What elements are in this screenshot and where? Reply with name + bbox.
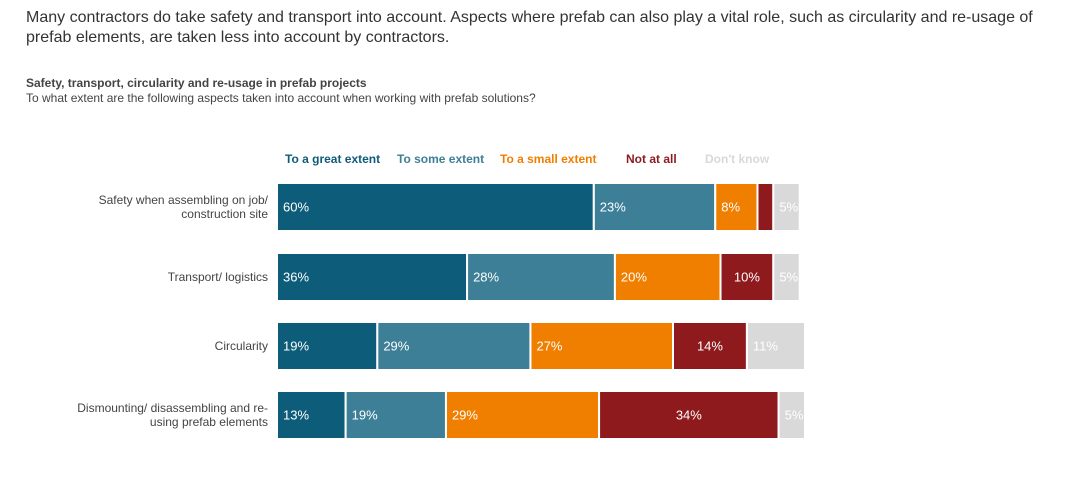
bar-segment bbox=[276, 390, 347, 440]
legend-entry: To some extent bbox=[397, 152, 484, 166]
bar-segment bbox=[276, 182, 595, 232]
chart-title: Safety, transport, circularity and re-us… bbox=[26, 76, 367, 90]
data-label: 23% bbox=[600, 199, 626, 214]
legend-entry: Not at all bbox=[626, 152, 677, 166]
legend-entry: Don't know bbox=[705, 152, 770, 166]
bar-segment bbox=[772, 252, 801, 302]
bar-segment bbox=[756, 182, 775, 232]
bar-segment bbox=[276, 252, 469, 302]
data-label: 14% bbox=[697, 338, 723, 353]
data-label: 34% bbox=[676, 407, 702, 422]
data-label: 5% bbox=[779, 269, 798, 284]
bar-segment bbox=[344, 390, 447, 440]
data-label: 29% bbox=[383, 338, 409, 353]
bar-segment bbox=[466, 252, 616, 302]
category-label: Dismounting/ disassembling and re-using … bbox=[77, 401, 268, 429]
bar-segment bbox=[376, 321, 532, 371]
data-label: 28% bbox=[473, 269, 499, 284]
intro-text: Many contractors do take safety and tran… bbox=[26, 9, 1033, 46]
bar-segment bbox=[772, 182, 801, 232]
category-label: Safety when assembling on job/ construct… bbox=[98, 193, 268, 221]
chart-subtitle: To what extent are the following aspects… bbox=[26, 91, 536, 105]
data-label: 27% bbox=[536, 338, 562, 353]
data-label: 60% bbox=[283, 199, 309, 214]
legend-entry: To a small extent bbox=[500, 152, 596, 166]
data-label: 13% bbox=[283, 407, 309, 422]
legend-entry: To a great extent bbox=[285, 152, 380, 166]
data-label: 8% bbox=[721, 199, 740, 214]
data-label: 5% bbox=[785, 407, 804, 422]
category-label: Circularity bbox=[214, 339, 268, 353]
bar-segment bbox=[719, 252, 775, 302]
data-label: 11% bbox=[753, 338, 778, 353]
data-label: 19% bbox=[352, 407, 378, 422]
data-label: 10% bbox=[734, 269, 760, 284]
category-label: Transport/ logistics bbox=[167, 270, 268, 284]
data-label: 20% bbox=[621, 269, 647, 284]
bar-segment bbox=[777, 390, 806, 440]
data-label: 19% bbox=[283, 338, 309, 353]
bar-segment bbox=[276, 321, 379, 371]
data-label: 29% bbox=[452, 407, 478, 422]
bar-segment bbox=[444, 390, 601, 440]
data-label: 5% bbox=[779, 199, 798, 214]
data-label: 36% bbox=[283, 269, 309, 284]
bar-segment bbox=[745, 321, 806, 371]
